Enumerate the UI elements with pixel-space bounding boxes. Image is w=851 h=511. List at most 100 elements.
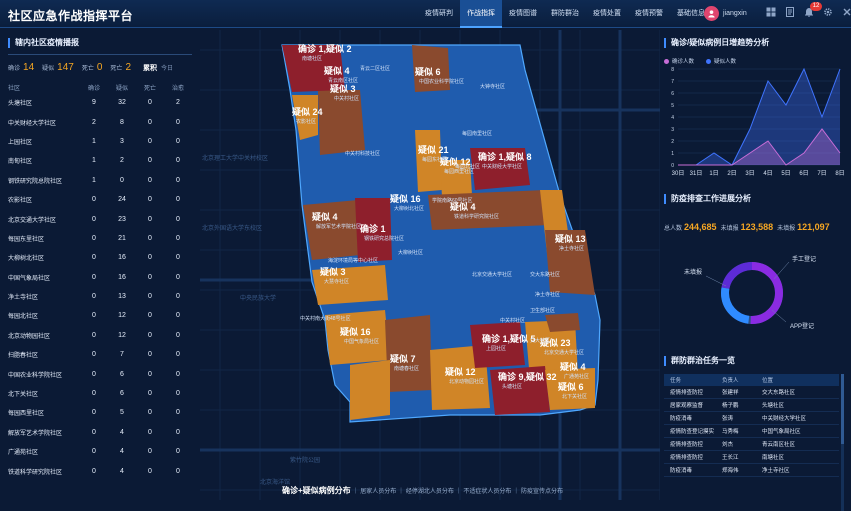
tab-symptoms[interactable]: 不适症状人员分布 [463, 489, 512, 495]
donut-slice-app[interactable] [721, 262, 783, 324]
confirmed-series-line[interactable] [678, 128, 841, 166]
table-row[interactable]: 每园北社区 0 12 0 0 [8, 306, 192, 325]
table-row[interactable]: 南甸社区 1 2 0 0 [8, 151, 192, 170]
table-row[interactable]: 大柳树北社区 0 16 0 0 [8, 248, 192, 267]
cured-cell: 0 [176, 370, 180, 378]
map-case-label[interactable]: 疑似 4 [560, 361, 586, 372]
nav-group-prevention[interactable]: 群防群治 [551, 10, 579, 17]
avatar[interactable] [704, 6, 719, 21]
map-case-label[interactable]: 确诊 1 [360, 223, 386, 234]
suspected-cell: 4 [120, 428, 124, 436]
task-scrollbar[interactable] [841, 374, 844, 511]
gear-icon[interactable] [823, 7, 833, 17]
map-view[interactable]: 确诊 1,疑似 2 南塘社区 疑似 4 青云南区社区 疑似 3 中关村社区 疑似 6 中国农业… [190, 30, 670, 500]
bell-icon[interactable]: 12 [804, 2, 822, 17]
map-case-label[interactable]: 疑似 21 [418, 144, 449, 155]
document-icon[interactable] [785, 7, 795, 17]
suspected-series-line[interactable] [678, 67, 841, 166]
task-row[interactable]: 居家观察监督 杨子鹏 头塘社区 [664, 399, 839, 412]
nav-epidemic-map[interactable]: 疫情图谱 [509, 10, 537, 17]
task-row[interactable]: 疫情排查防控 刘杰 青云南区社区 [664, 438, 839, 451]
task-name: 疫情排查防控 [670, 390, 704, 396]
task-row[interactable]: 防疫消毒 郑海伟 净土寺社区 [664, 464, 839, 477]
map-case-label[interactable]: 确诊 1,疑似 8 [478, 151, 532, 162]
task-row[interactable]: 疫情排查防控 张建祥 交大东路社区 [664, 386, 839, 399]
nav-disposal[interactable]: 疫情处置 [593, 10, 621, 17]
nav-warning[interactable]: 疫情预警 [635, 10, 663, 17]
table-row[interactable]: 中国气象局社区 0 16 0 0 [8, 268, 192, 287]
today-toggle[interactable]: 今日 [161, 66, 174, 72]
table-body: 头塘社区 9 32 0 2 中关财经大学社区 2 8 0 0 上园社区 1 3 0 0 南甸社区 1 2 0 0 钢铁研… [8, 93, 192, 481]
map-case-label[interactable]: 疑似 6 [415, 66, 441, 77]
map-case-label[interactable]: 疑似 6 [558, 381, 584, 392]
table-row[interactable]: 每园西里社区 0 5 0 0 [8, 403, 192, 422]
donut-slice-manual[interactable] [721, 262, 783, 324]
table-row[interactable]: 上园社区 1 3 0 0 [8, 132, 192, 151]
map-case-label[interactable]: 疑似 16 [340, 326, 371, 337]
map-case-label[interactable]: 疑似 13 [555, 233, 586, 244]
table-row[interactable]: 铁道科学研究院社区 0 4 0 0 [8, 461, 192, 480]
table-row[interactable]: 农影社区 0 24 0 0 [8, 190, 192, 209]
nav-command[interactable]: 作战指挥 [460, 0, 502, 28]
confirmed-cell: 0 [92, 273, 96, 281]
user-menu[interactable]: jiangxin [704, 6, 747, 21]
map-case-label[interactable]: 疑似 12 [445, 366, 476, 377]
close-icon[interactable] [842, 7, 851, 17]
community-name: 农影社区 [8, 198, 33, 205]
table-row[interactable]: 中国农业科学院社区 0 6 0 0 [8, 364, 192, 383]
map-case-label[interactable]: 疑似 4 [450, 201, 476, 212]
map-case-label[interactable]: 疑似 4 [312, 211, 338, 222]
nav-epidemic-analysis[interactable]: 疫情研判 [425, 10, 453, 17]
tab-home-quarantine[interactable]: 居家人员分布 [360, 489, 397, 495]
table-row[interactable]: 头塘社区 9 32 0 2 [8, 93, 192, 112]
map-case-label[interactable]: 疑似 16 [390, 193, 421, 204]
table-row[interactable]: 广通苑社区 0 4 0 0 [8, 442, 192, 461]
x-tick-label: 7日 [817, 170, 826, 177]
progress-donut[interactable]: 未填报 手工登记 APP登记 [664, 236, 844, 366]
map-case-label[interactable]: 疑似 4 [324, 65, 350, 76]
table-row[interactable]: 北京交通大学社区 0 23 0 0 [8, 209, 192, 228]
scroll-thumb[interactable] [841, 374, 844, 444]
task-row[interactable]: 疫情排查防控 王长江 南塘社区 [664, 451, 839, 464]
unchecked-value: 123,588 [740, 222, 774, 232]
tab-prevention-points[interactable]: 防疫宣传点分布 [520, 489, 563, 495]
divider [8, 54, 192, 55]
table-row[interactable]: 北下关社区 0 6 0 0 [8, 384, 192, 403]
table-row[interactable]: 扫脂春社区 0 7 0 0 [8, 345, 192, 364]
map-community-name: 大钟寺社区 [480, 83, 505, 90]
map-case-label[interactable]: 确诊 1,疑似 2 [298, 43, 352, 54]
community-name: 广通苑社区 [8, 450, 39, 457]
confirmed-cell: 0 [92, 390, 96, 398]
legend-confirmed[interactable]: 确诊人数 [664, 57, 694, 65]
table-row[interactable]: 中关财经大学社区 2 8 0 0 [8, 112, 192, 131]
task-row[interactable]: 防疫消毒 张涛 中关财经大学社区 [664, 412, 839, 425]
map-community-name: 每园南里社区 [462, 130, 492, 137]
map-case-label[interactable]: 疑似 3 [320, 266, 346, 277]
table-row[interactable]: 北京动物园社区 0 12 0 0 [8, 326, 192, 345]
table-row[interactable]: 净土寺社区 0 13 0 0 [8, 287, 192, 306]
legend-suspected[interactable]: 疑似人数 [706, 57, 736, 65]
total-toggle[interactable]: 累积 [143, 65, 157, 72]
table-row[interactable]: 钢铁研究院总院社区 1 0 0 0 [8, 171, 192, 190]
map-case-label[interactable]: 疑似 3 [330, 83, 356, 94]
map-case-label[interactable]: 疑似 23 [540, 337, 571, 348]
grid-icon[interactable] [766, 7, 776, 17]
map-case-label[interactable]: 疑似 24 [292, 106, 323, 117]
table-row[interactable]: 解放军艺术学院社区 0 4 0 0 [8, 423, 192, 442]
task-owner: 杨子鹏 [722, 403, 739, 409]
nav-base-info[interactable]: 基础信息库 [677, 10, 712, 17]
map-case-label[interactable]: 确诊 9,疑似 32 [498, 371, 557, 382]
map-community-name: 青云二区社区 [360, 65, 390, 72]
tab-hubei-travel[interactable]: 经停湖北人员分布 [405, 489, 454, 495]
cured-cell: 0 [176, 273, 180, 281]
task-row[interactable]: 疫情防查登记摸实 马秀梅 中国气象局社区 [664, 425, 839, 438]
trend-chart[interactable]: 0 1 2 3 4 5 6 7 8 30日 31日 1日 2日 3日 4日 5日 6日 7日 8日 [664, 65, 844, 180]
dead-cell: 0 [148, 234, 152, 242]
map-case-label[interactable]: 疑似 7 [390, 353, 416, 364]
map-case-label[interactable]: 疑似 12 [440, 156, 471, 167]
map-case-label[interactable]: 确诊 1,疑似 5 [482, 333, 536, 344]
tab-case-distribution[interactable]: 确诊+疑似病例分布 [282, 486, 351, 495]
table-row[interactable]: 每园东里社区 0 21 0 0 [8, 229, 192, 248]
y-tick-label: 8 [671, 67, 674, 73]
